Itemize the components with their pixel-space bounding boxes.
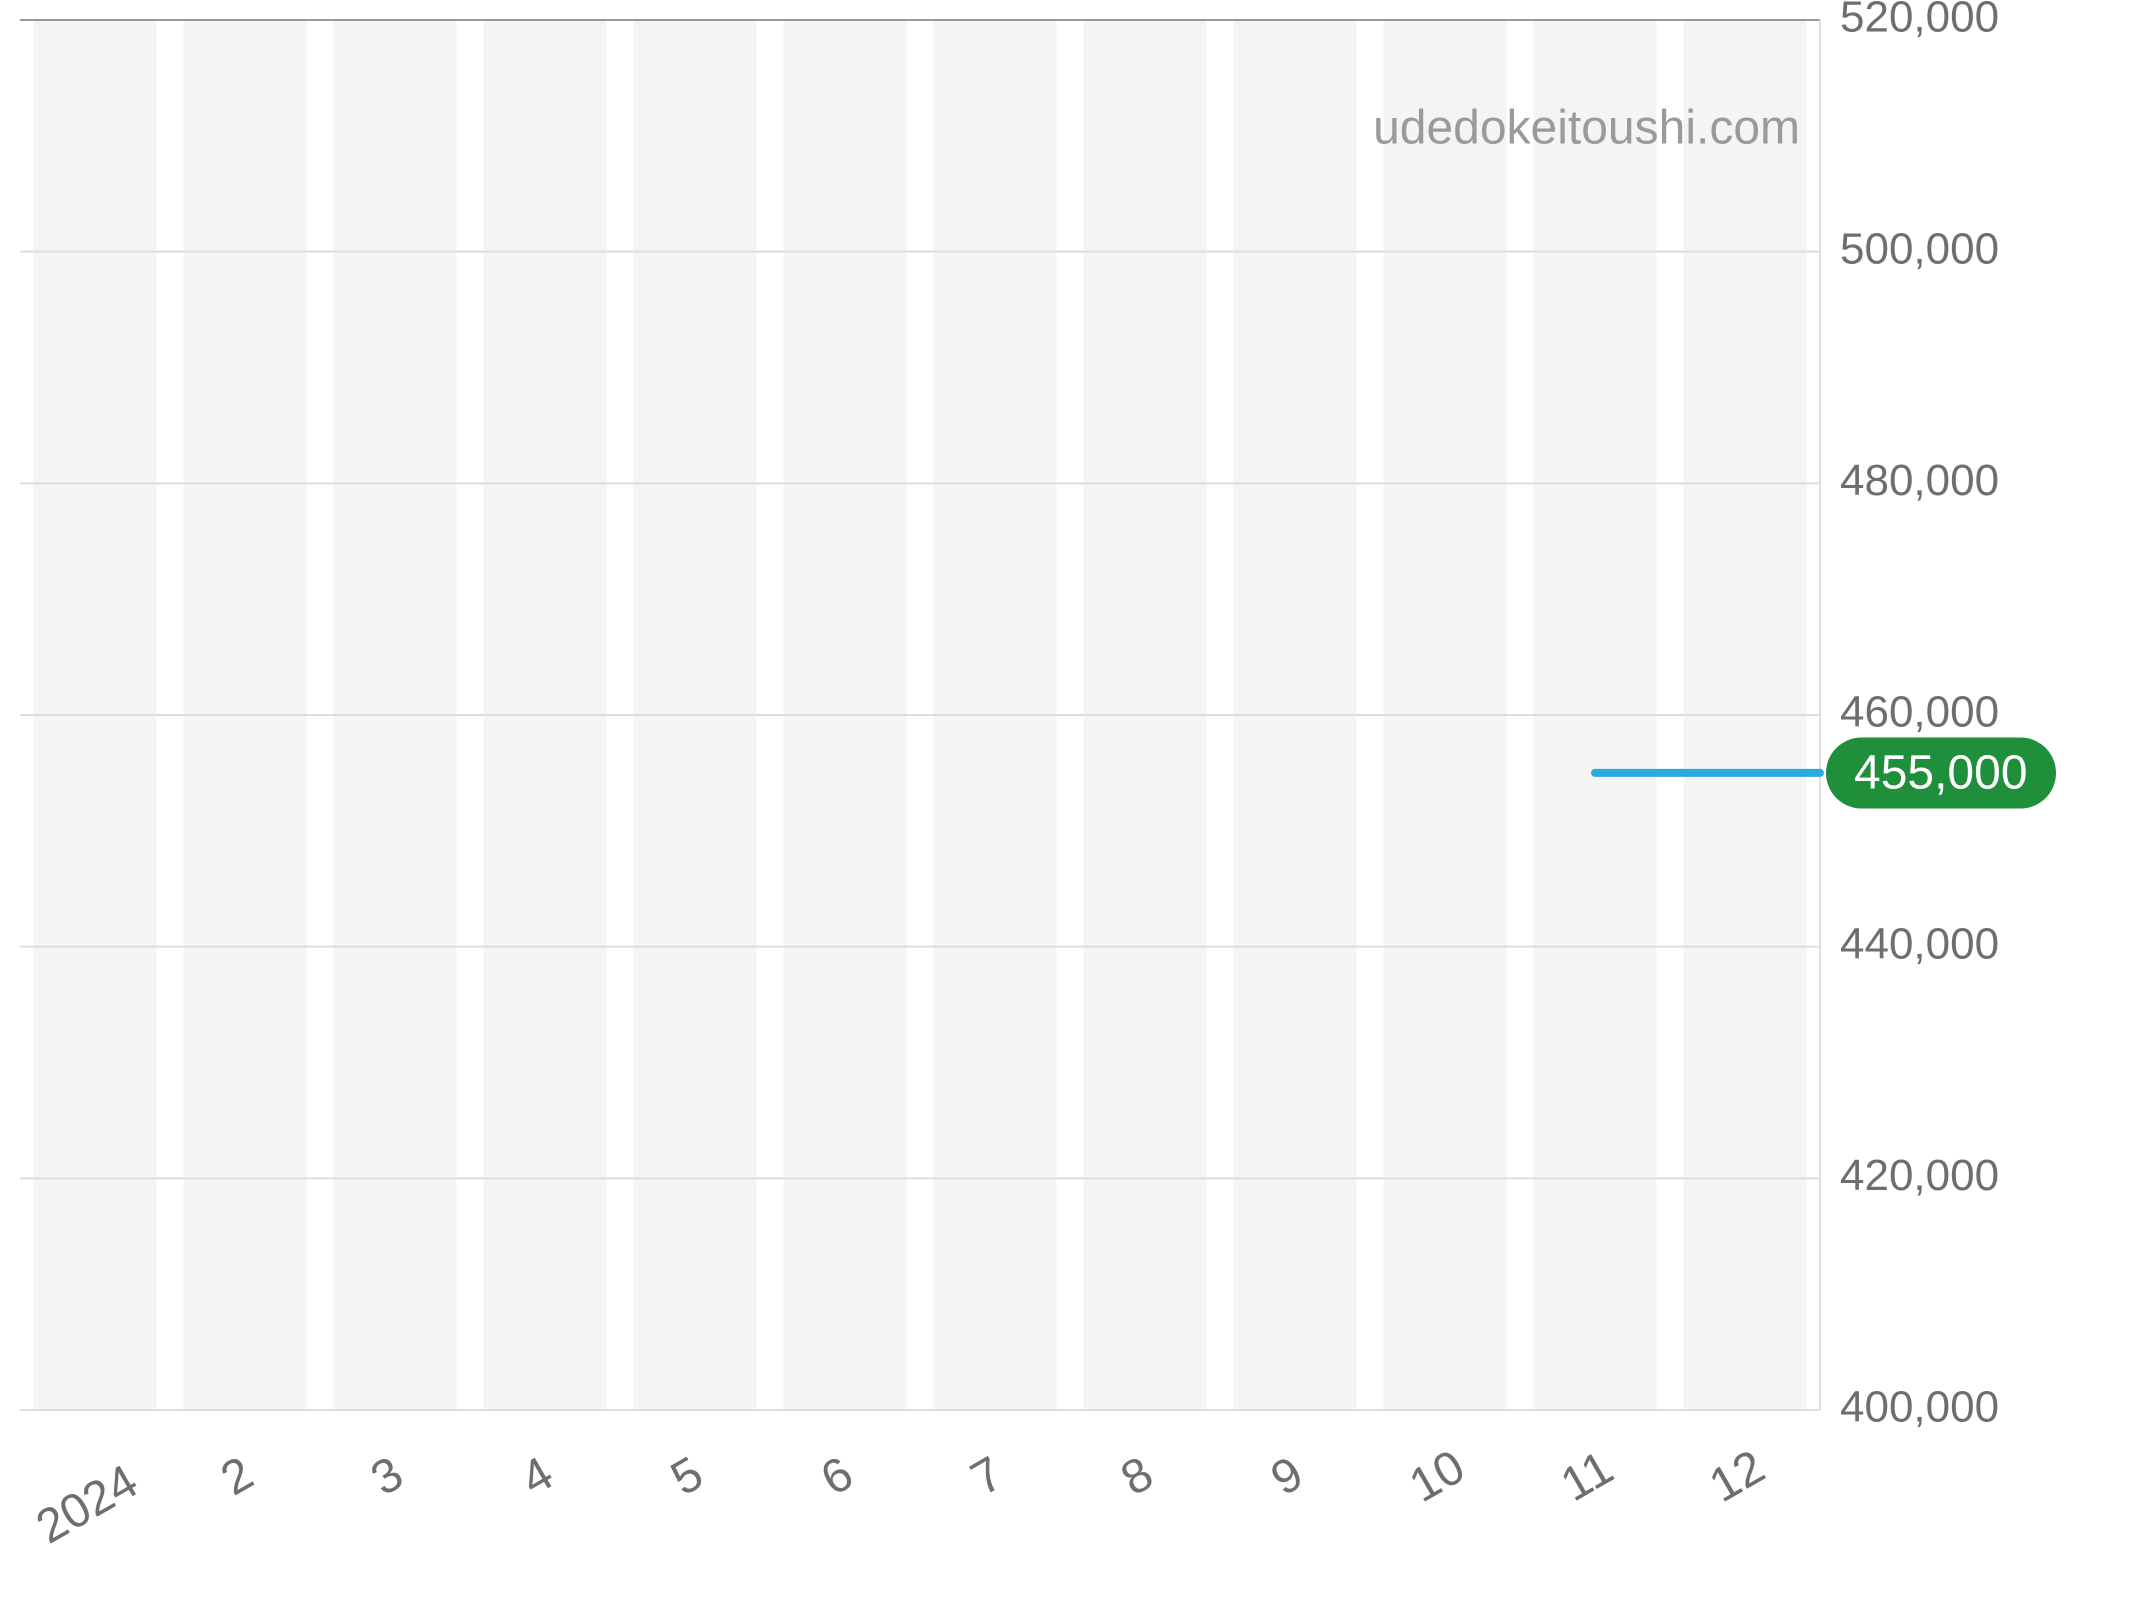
chart-svg: udedokeitoushi.com 400,000 420,000 440,000 4… bbox=[0, 0, 2144, 1600]
y-tick-label: 480,000 bbox=[1840, 456, 1999, 505]
y-tick-label: 420,000 bbox=[1840, 1151, 1999, 1200]
y-tick-label: 460,000 bbox=[1840, 688, 1999, 737]
price-chart: udedokeitoushi.com 400,000 420,000 440,000 4… bbox=[0, 0, 2144, 1600]
current-value-text: 455,000 bbox=[1854, 746, 2028, 799]
y-tick-label: 440,000 bbox=[1840, 919, 1999, 968]
watermark-text: udedokeitoushi.com bbox=[1373, 102, 1800, 155]
y-tick-label: 520,000 bbox=[1840, 0, 1999, 42]
current-value-badge: 455,000 bbox=[1826, 737, 2056, 808]
y-tick-label: 400,000 bbox=[1840, 1383, 1999, 1432]
y-tick-label: 500,000 bbox=[1840, 224, 1999, 273]
